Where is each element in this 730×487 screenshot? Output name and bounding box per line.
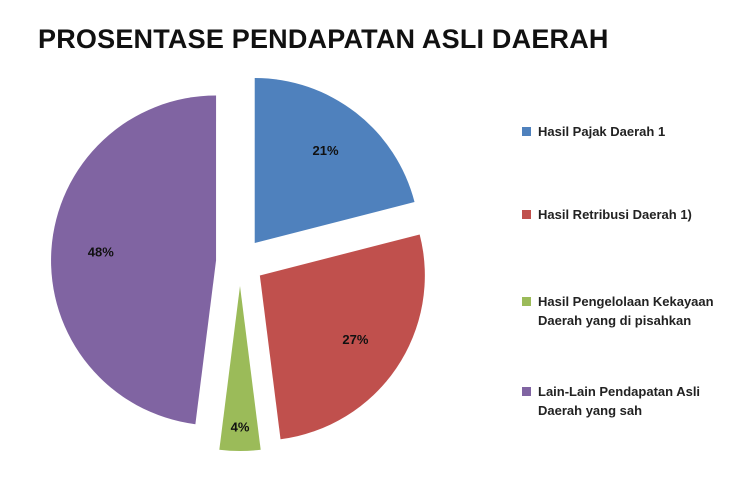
legend-item: Hasil Retribusi Daerah 1) <box>522 205 730 224</box>
legend-label: Hasil Pajak Daerah 1 <box>538 124 666 139</box>
legend-item: Lain-Lain Pendapatan Asli Daerah yang sa… <box>522 382 730 420</box>
pie-slice <box>219 286 261 451</box>
legend-item: Hasil Pajak Daerah 1 <box>522 122 730 141</box>
data-label: 21% <box>312 143 338 158</box>
legend-label: Hasil Retribusi Daerah 1) <box>538 207 692 222</box>
data-label: 4% <box>231 419 250 434</box>
pie-slice <box>259 234 425 440</box>
legend-swatch <box>522 387 531 396</box>
legend-label: Lain-Lain Pendapatan Asli Daerah yang sa… <box>538 384 701 418</box>
pie-slice <box>51 95 217 425</box>
pie-slice <box>254 78 415 244</box>
legend-swatch <box>522 297 531 306</box>
legend-swatch <box>522 127 531 136</box>
legend-item: Hasil Pengelolaan Kekayaan Daerah yang d… <box>522 292 730 330</box>
legend-swatch <box>522 210 531 219</box>
chart-title: PROSENTASE PENDAPATAN ASLI DAERAH <box>38 24 609 54</box>
data-label: 48% <box>88 245 114 260</box>
data-label: 27% <box>342 332 368 347</box>
legend-label: Hasil Pengelolaan Kekayaan Daerah yang d… <box>538 294 714 328</box>
